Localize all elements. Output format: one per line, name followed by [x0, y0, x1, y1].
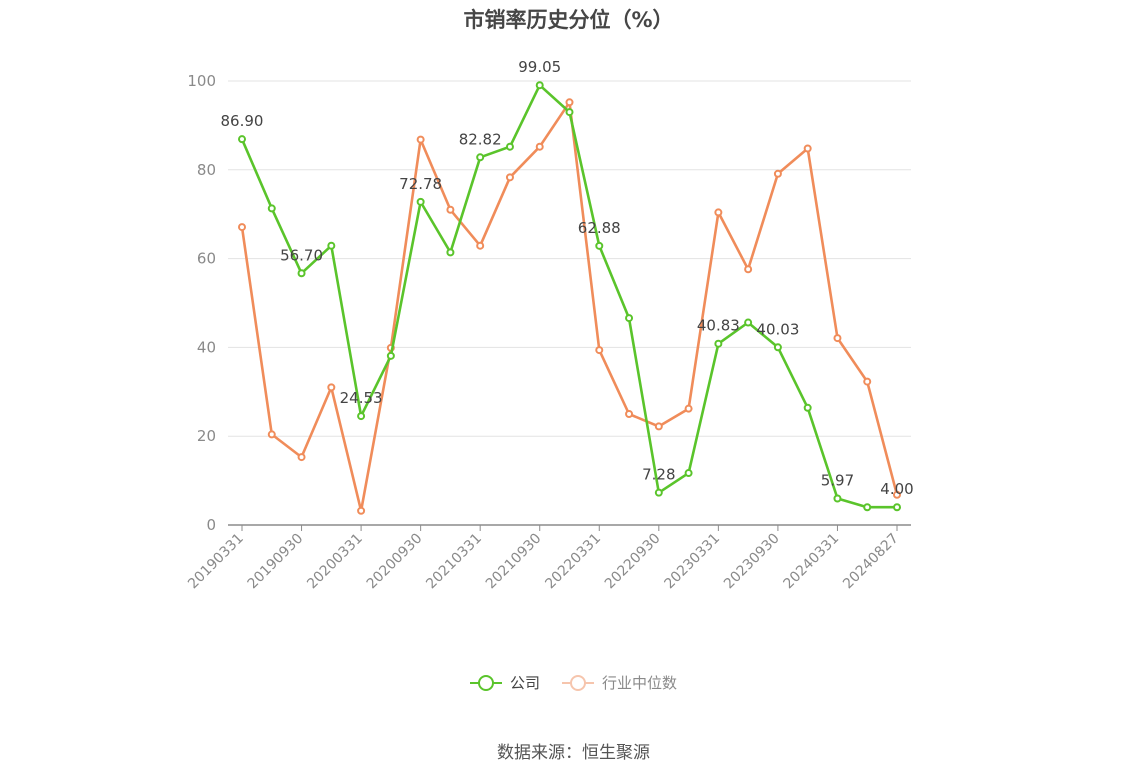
data-point — [863, 503, 872, 512]
data-point — [684, 469, 693, 478]
data-point — [565, 98, 574, 107]
data-point — [803, 144, 812, 153]
y-tick-label: 60 — [197, 250, 216, 268]
x-tick-label: 20230331 — [661, 531, 723, 593]
data-label: 40.83 — [697, 317, 740, 335]
data-point — [773, 169, 782, 178]
data-label: 99.05 — [518, 58, 561, 76]
data-label: 5.97 — [821, 471, 854, 489]
data-point — [684, 404, 693, 413]
data-point — [625, 314, 634, 323]
data-point — [595, 346, 604, 355]
data-point — [416, 197, 425, 206]
data-point — [714, 208, 723, 217]
data-point — [267, 430, 276, 439]
data-point — [357, 506, 366, 515]
data-label: 24.53 — [340, 389, 383, 407]
data-point — [535, 142, 544, 151]
data-point — [297, 269, 306, 278]
data-point — [535, 81, 544, 90]
data-label: 62.88 — [578, 219, 621, 237]
data-labels: 86.90 56.70 24.53 72.78 82.82 99.05 62.88 7.28 4… — [221, 58, 914, 498]
x-tick-label: 20230930 — [721, 531, 783, 593]
data-point — [238, 135, 246, 144]
x-tick-label: 20240827 — [840, 531, 902, 593]
data-point — [863, 377, 872, 386]
data-point — [803, 403, 812, 412]
data-point — [297, 453, 306, 462]
x-tick-label: 20220331 — [542, 531, 604, 593]
data-point — [267, 204, 276, 213]
data-point — [238, 223, 246, 232]
y-tick-label: 80 — [197, 161, 216, 179]
data-label: 72.78 — [399, 175, 442, 193]
data-point — [327, 383, 336, 392]
data-point — [357, 412, 366, 421]
data-point — [714, 339, 723, 348]
legend-swatch — [562, 673, 594, 693]
data-point — [595, 241, 604, 250]
data-label: 40.03 — [756, 320, 799, 338]
data-point — [476, 241, 485, 250]
data-point — [893, 490, 901, 499]
data-point — [505, 142, 514, 151]
x-tick-label: 20200331 — [304, 531, 366, 593]
data-point — [773, 343, 782, 352]
x-tick-label: 20210331 — [423, 531, 485, 593]
data-point — [505, 173, 514, 182]
legend-swatch — [469, 673, 502, 693]
data-point — [744, 265, 753, 274]
legend-label: 公司 — [509, 674, 540, 692]
data-point — [893, 503, 901, 512]
data-point — [327, 241, 336, 250]
series-line-1 — [240, 101, 899, 513]
data-point — [744, 318, 753, 327]
data-point — [625, 410, 634, 418]
data-label: 82.82 — [459, 130, 502, 148]
x-tick-label: 20210930 — [483, 531, 545, 593]
data-point — [654, 422, 663, 431]
x-tick-label: 20190930 — [245, 531, 307, 593]
data-point — [476, 153, 485, 162]
source-note: 数据来源：恒生聚源 — [497, 743, 650, 763]
data-point — [446, 248, 455, 257]
y-tick-label: 0 — [206, 516, 216, 534]
data-point — [386, 351, 395, 360]
y-axis-ticks: 0 20 40 60 80 100 — [187, 72, 216, 534]
series-line-0 — [240, 83, 897, 509]
data-point — [446, 205, 455, 214]
y-tick-label: 40 — [197, 338, 216, 356]
y-tick-label: 100 — [187, 72, 216, 90]
chart-title: 市销率历史分位（%） — [463, 8, 674, 32]
x-tick-label: 20200930 — [364, 531, 426, 593]
data-point — [565, 108, 574, 117]
x-tick-label: 20240331 — [781, 531, 843, 593]
data-point — [654, 488, 663, 497]
legend-item[interactable]: 公司 — [469, 672, 540, 693]
x-tick-label: 20190331 — [185, 531, 247, 593]
data-label: 4.00 — [880, 480, 913, 498]
data-point — [833, 334, 842, 343]
x-axis: 2019033120190930202003312020093020210331… — [185, 524, 911, 593]
data-label: 56.70 — [280, 246, 323, 264]
legend-item[interactable]: 行业中位数 — [562, 672, 677, 693]
data-point — [833, 494, 842, 503]
legend: 公司 行业中位数 — [0, 672, 1147, 693]
x-tick-label: 20220930 — [602, 531, 664, 593]
gridlines — [228, 80, 911, 437]
legend-label: 行业中位数 — [602, 674, 678, 692]
data-label: 7.28 — [642, 466, 675, 484]
data-label: 86.90 — [221, 112, 264, 130]
y-tick-label: 20 — [197, 427, 216, 445]
data-point — [416, 135, 425, 144]
series-group — [238, 81, 901, 515]
